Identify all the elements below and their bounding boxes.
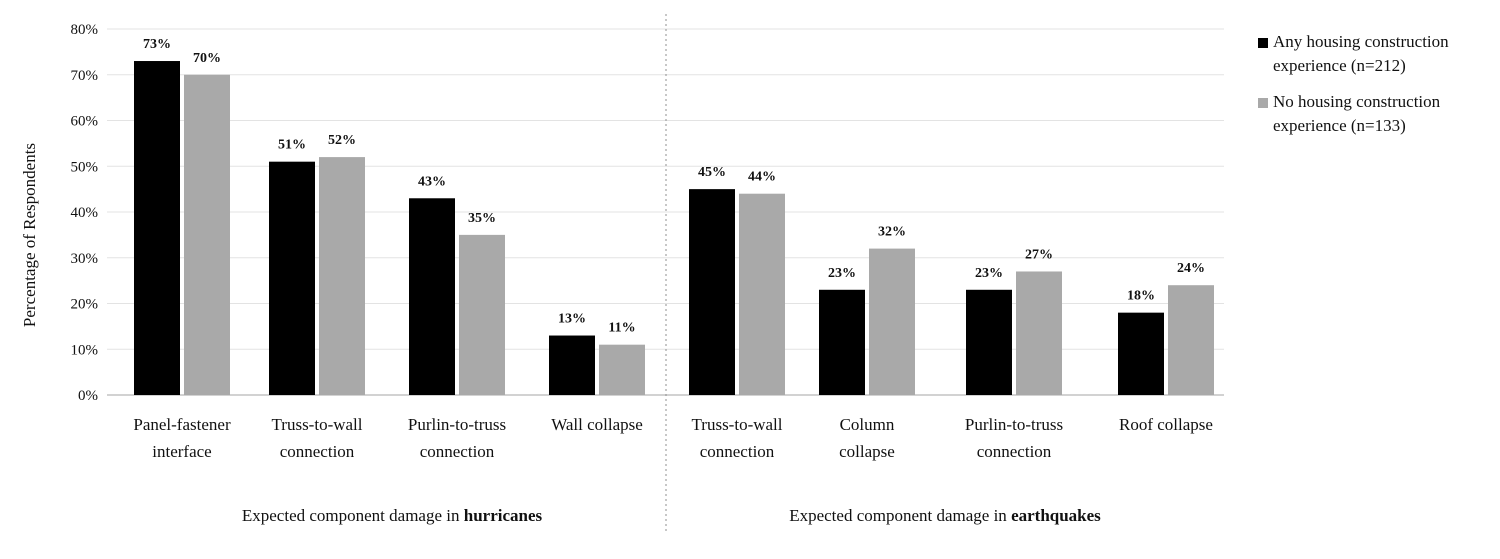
- bar-no-experience: [1168, 285, 1214, 395]
- bar-any-experience: [1118, 312, 1164, 395]
- category-label-line: Panel-fastener: [133, 415, 231, 434]
- y-tick-label: 0%: [78, 388, 98, 404]
- y-tick-label: 80%: [71, 22, 99, 38]
- bar-no-experience: [319, 157, 365, 395]
- y-axis-title: Percentage of Respondents: [20, 142, 39, 328]
- category-label-line: connection: [977, 442, 1052, 461]
- group-caption-earthquakes: Expected component damage in earthquakes: [789, 506, 1101, 526]
- category-label-line: connection: [280, 442, 355, 461]
- category-label-line: Column: [840, 415, 895, 434]
- data-value-label: 24%: [1177, 261, 1205, 276]
- legend-swatch-any-experience: [1258, 38, 1268, 48]
- bar-no-experience: [599, 344, 645, 395]
- bar-any-experience: [549, 335, 595, 395]
- category-label-line: Purlin-to-truss: [965, 415, 1063, 434]
- data-value-label: 45%: [698, 165, 726, 180]
- category-label-line: Roof collapse: [1119, 415, 1213, 434]
- category-label: Roof collapse: [1119, 415, 1213, 434]
- data-value-label: 32%: [878, 225, 906, 240]
- legend-label-no-experience: No housing construction experience (n=13…: [1273, 90, 1440, 138]
- bars: [134, 61, 1214, 396]
- legend-line-1: Any housing construction: [1273, 32, 1449, 51]
- y-tick-label: 10%: [71, 342, 99, 358]
- category-labels: Panel-fastener interface Truss-to-wall conn…: [133, 415, 1213, 461]
- y-tick-label: 50%: [71, 159, 99, 175]
- data-value-label: 11%: [608, 321, 635, 336]
- category-label-line: connection: [420, 442, 495, 461]
- data-value-label: 35%: [468, 211, 496, 226]
- bar-any-experience: [819, 289, 865, 395]
- y-tick-label: 40%: [71, 205, 99, 221]
- legend-line-2: experience (n=212): [1273, 56, 1406, 75]
- category-label-line: Purlin-to-truss: [408, 415, 506, 434]
- category-label-line: collapse: [839, 442, 895, 461]
- category-label: Truss-to-wall connection: [272, 415, 363, 461]
- bar-any-experience: [689, 189, 735, 395]
- y-tick-label: 30%: [71, 251, 99, 267]
- data-value-label: 23%: [828, 266, 856, 281]
- y-tick-label: 60%: [71, 114, 99, 130]
- data-value-label: 13%: [558, 312, 586, 327]
- category-label: Column collapse: [839, 415, 895, 461]
- bar-no-experience: [869, 248, 915, 395]
- bar-any-experience: [966, 289, 1012, 395]
- category-label-line: Truss-to-wall: [272, 415, 363, 434]
- category-label-line: connection: [700, 442, 775, 461]
- group-caption-hurricanes: Expected component damage in hurricanes: [242, 506, 542, 526]
- y-axis-ticks: 0% 10% 20% 30% 40% 50% 60% 70% 80%: [71, 22, 99, 404]
- data-value-label: 23%: [975, 266, 1003, 281]
- category-label-line: Wall collapse: [551, 415, 643, 434]
- bar-no-experience: [459, 234, 505, 395]
- category-label: Purlin-to-truss connection: [965, 415, 1063, 461]
- category-label: Wall collapse: [551, 415, 643, 434]
- legend-swatch-no-experience: [1258, 98, 1268, 108]
- legend: Any housing construction experience (n=2…: [1258, 30, 1493, 150]
- category-label: Purlin-to-truss connection: [408, 415, 506, 461]
- legend-item-series-2: No housing construction experience (n=13…: [1258, 90, 1493, 138]
- group-caption-bold: hurricanes: [463, 506, 543, 525]
- bar-any-experience: [409, 198, 455, 395]
- bar-no-experience: [739, 193, 785, 395]
- y-tick-label: 20%: [71, 297, 99, 313]
- legend-item-series-1: Any housing construction experience (n=2…: [1258, 30, 1493, 78]
- legend-line-1: No housing construction: [1273, 92, 1441, 111]
- y-tick-label: 70%: [71, 68, 99, 84]
- bar-no-experience: [1016, 271, 1062, 395]
- group-caption-prefix: Expected component damage in: [241, 506, 464, 525]
- legend-label-any-experience: Any housing construction experience (n=2…: [1273, 30, 1449, 78]
- data-value-label: 52%: [328, 133, 356, 148]
- data-value-label: 51%: [278, 138, 306, 153]
- category-label-line: Truss-to-wall: [692, 415, 783, 434]
- value-labels: 73% 51% 43% 13% 45% 23% 23% 18% 70% 52% 35% 11% 44% 3…: [143, 37, 1205, 336]
- group-caption-prefix: Expected component damage in: [789, 506, 1012, 525]
- data-value-label: 27%: [1025, 247, 1053, 262]
- data-value-label: 43%: [418, 174, 446, 189]
- category-label-line: interface: [152, 442, 211, 461]
- bar-no-experience: [184, 74, 230, 395]
- bar-any-experience: [269, 161, 315, 395]
- category-label: Truss-to-wall connection: [692, 415, 783, 461]
- data-value-label: 18%: [1127, 289, 1155, 304]
- category-label: Panel-fastener interface: [133, 415, 231, 461]
- bar-any-experience: [134, 61, 180, 396]
- data-value-label: 44%: [748, 170, 776, 185]
- data-value-label: 70%: [193, 51, 221, 66]
- legend-line-2: experience (n=133): [1273, 116, 1406, 135]
- data-value-label: 73%: [143, 37, 171, 52]
- group-caption-bold: earthquakes: [1011, 506, 1101, 525]
